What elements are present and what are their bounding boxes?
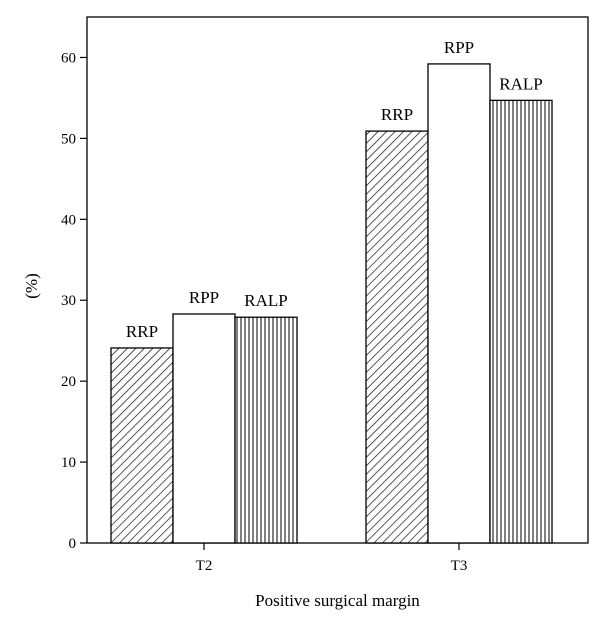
y-tick-label: 50 <box>61 131 76 147</box>
bar-label-ralp-t3: RALP <box>499 74 542 93</box>
bar-label-rpp-t2: RPP <box>189 288 219 307</box>
y-tick-label: 10 <box>61 455 76 471</box>
y-axis-title: (%) <box>22 273 41 298</box>
plot-frame <box>86 16 589 544</box>
bar-label-ralp-t2: RALP <box>244 291 287 310</box>
y-tick-label: 60 <box>61 50 76 66</box>
y-tick-label: 30 <box>61 293 76 309</box>
bar-rpp-t2 <box>172 313 236 544</box>
bar-rrp-t2 <box>110 347 174 544</box>
bar-ralp-t3 <box>489 99 553 544</box>
x-axis-title: Positive surgical margin <box>255 591 420 610</box>
y-tick-label: 0 <box>69 536 77 552</box>
bar-label-rrp-t2: RRP <box>126 322 158 341</box>
x-tick-label: T3 <box>451 558 468 574</box>
bar-rpp-t3 <box>427 63 491 544</box>
y-tick-label: 20 <box>61 374 76 390</box>
bar-ralp-t2 <box>234 316 298 544</box>
x-tick-label: T2 <box>196 558 213 574</box>
bar-label-rpp-t3: RPP <box>444 38 474 57</box>
bar-rrp-t3 <box>365 130 429 544</box>
bar-label-rrp-t3: RRP <box>381 105 413 124</box>
y-tick-label: 40 <box>61 212 76 228</box>
